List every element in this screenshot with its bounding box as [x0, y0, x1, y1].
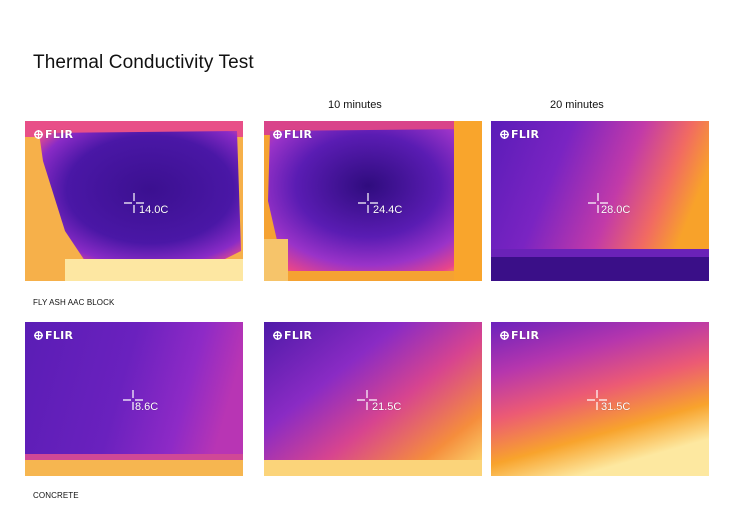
- brand-label: FLIR: [284, 329, 313, 342]
- thermal-heatmap: [25, 121, 243, 281]
- flir-logo: FLIR: [273, 329, 312, 342]
- thermal-image-concrete-20: FLIR 31.5C: [491, 322, 709, 476]
- temperature-reading: 31.5C: [601, 401, 631, 413]
- flir-logo-icon: [273, 331, 282, 340]
- flir-logo-icon: [500, 130, 509, 139]
- crosshair-icon: [587, 390, 607, 410]
- flir-logo-icon: [34, 331, 43, 340]
- flir-logo: FLIR: [34, 329, 73, 342]
- temperature-reading: 8.6C: [135, 401, 159, 413]
- flir-logo: FLIR: [273, 128, 312, 141]
- row-label-fly-ash-aac-block: FLY ASH AAC BLOCK: [33, 298, 115, 307]
- flir-logo-icon: [273, 130, 282, 139]
- thermal-heatmap: [264, 322, 482, 476]
- thermal-image-aac-0: FLIR 14.0C: [25, 121, 243, 281]
- thermal-image-aac-20: FLIR 28.0C: [491, 121, 709, 281]
- page-title: Thermal Conductivity Test: [33, 52, 254, 73]
- temperature-reading: 21.5C: [372, 401, 402, 413]
- crosshair-icon: [123, 390, 143, 410]
- brand-label: FLIR: [511, 329, 540, 342]
- thermal-heatmap: [264, 121, 482, 281]
- column-label-20-minutes: 20 minutes: [550, 99, 604, 111]
- flir-logo-icon: [34, 130, 43, 139]
- crosshair-icon: [124, 193, 144, 213]
- row-label-concrete: CONCRETE: [33, 491, 79, 500]
- thermal-heatmap: [25, 322, 243, 476]
- flir-logo-icon: [500, 331, 509, 340]
- thermal-heatmap: [491, 322, 709, 476]
- thermal-image-aac-10: FLIR 24.4C: [264, 121, 482, 281]
- crosshair-icon: [357, 390, 377, 410]
- temperature-reading: 28.0C: [601, 204, 631, 216]
- temperature-reading: 14.0C: [139, 204, 169, 216]
- thermal-heatmap: [491, 121, 709, 281]
- brand-label: FLIR: [45, 128, 74, 141]
- thermal-image-concrete-0: FLIR 8.6C: [25, 322, 243, 476]
- flir-logo: FLIR: [500, 329, 539, 342]
- flir-logo: FLIR: [500, 128, 539, 141]
- temperature-reading: 24.4C: [373, 204, 403, 216]
- crosshair-icon: [358, 193, 378, 213]
- brand-label: FLIR: [511, 128, 540, 141]
- flir-logo: FLIR: [34, 128, 73, 141]
- brand-label: FLIR: [45, 329, 74, 342]
- thermal-image-concrete-10: FLIR 21.5C: [264, 322, 482, 476]
- crosshair-icon: [588, 193, 608, 213]
- column-label-10-minutes: 10 minutes: [328, 99, 382, 111]
- brand-label: FLIR: [284, 128, 313, 141]
